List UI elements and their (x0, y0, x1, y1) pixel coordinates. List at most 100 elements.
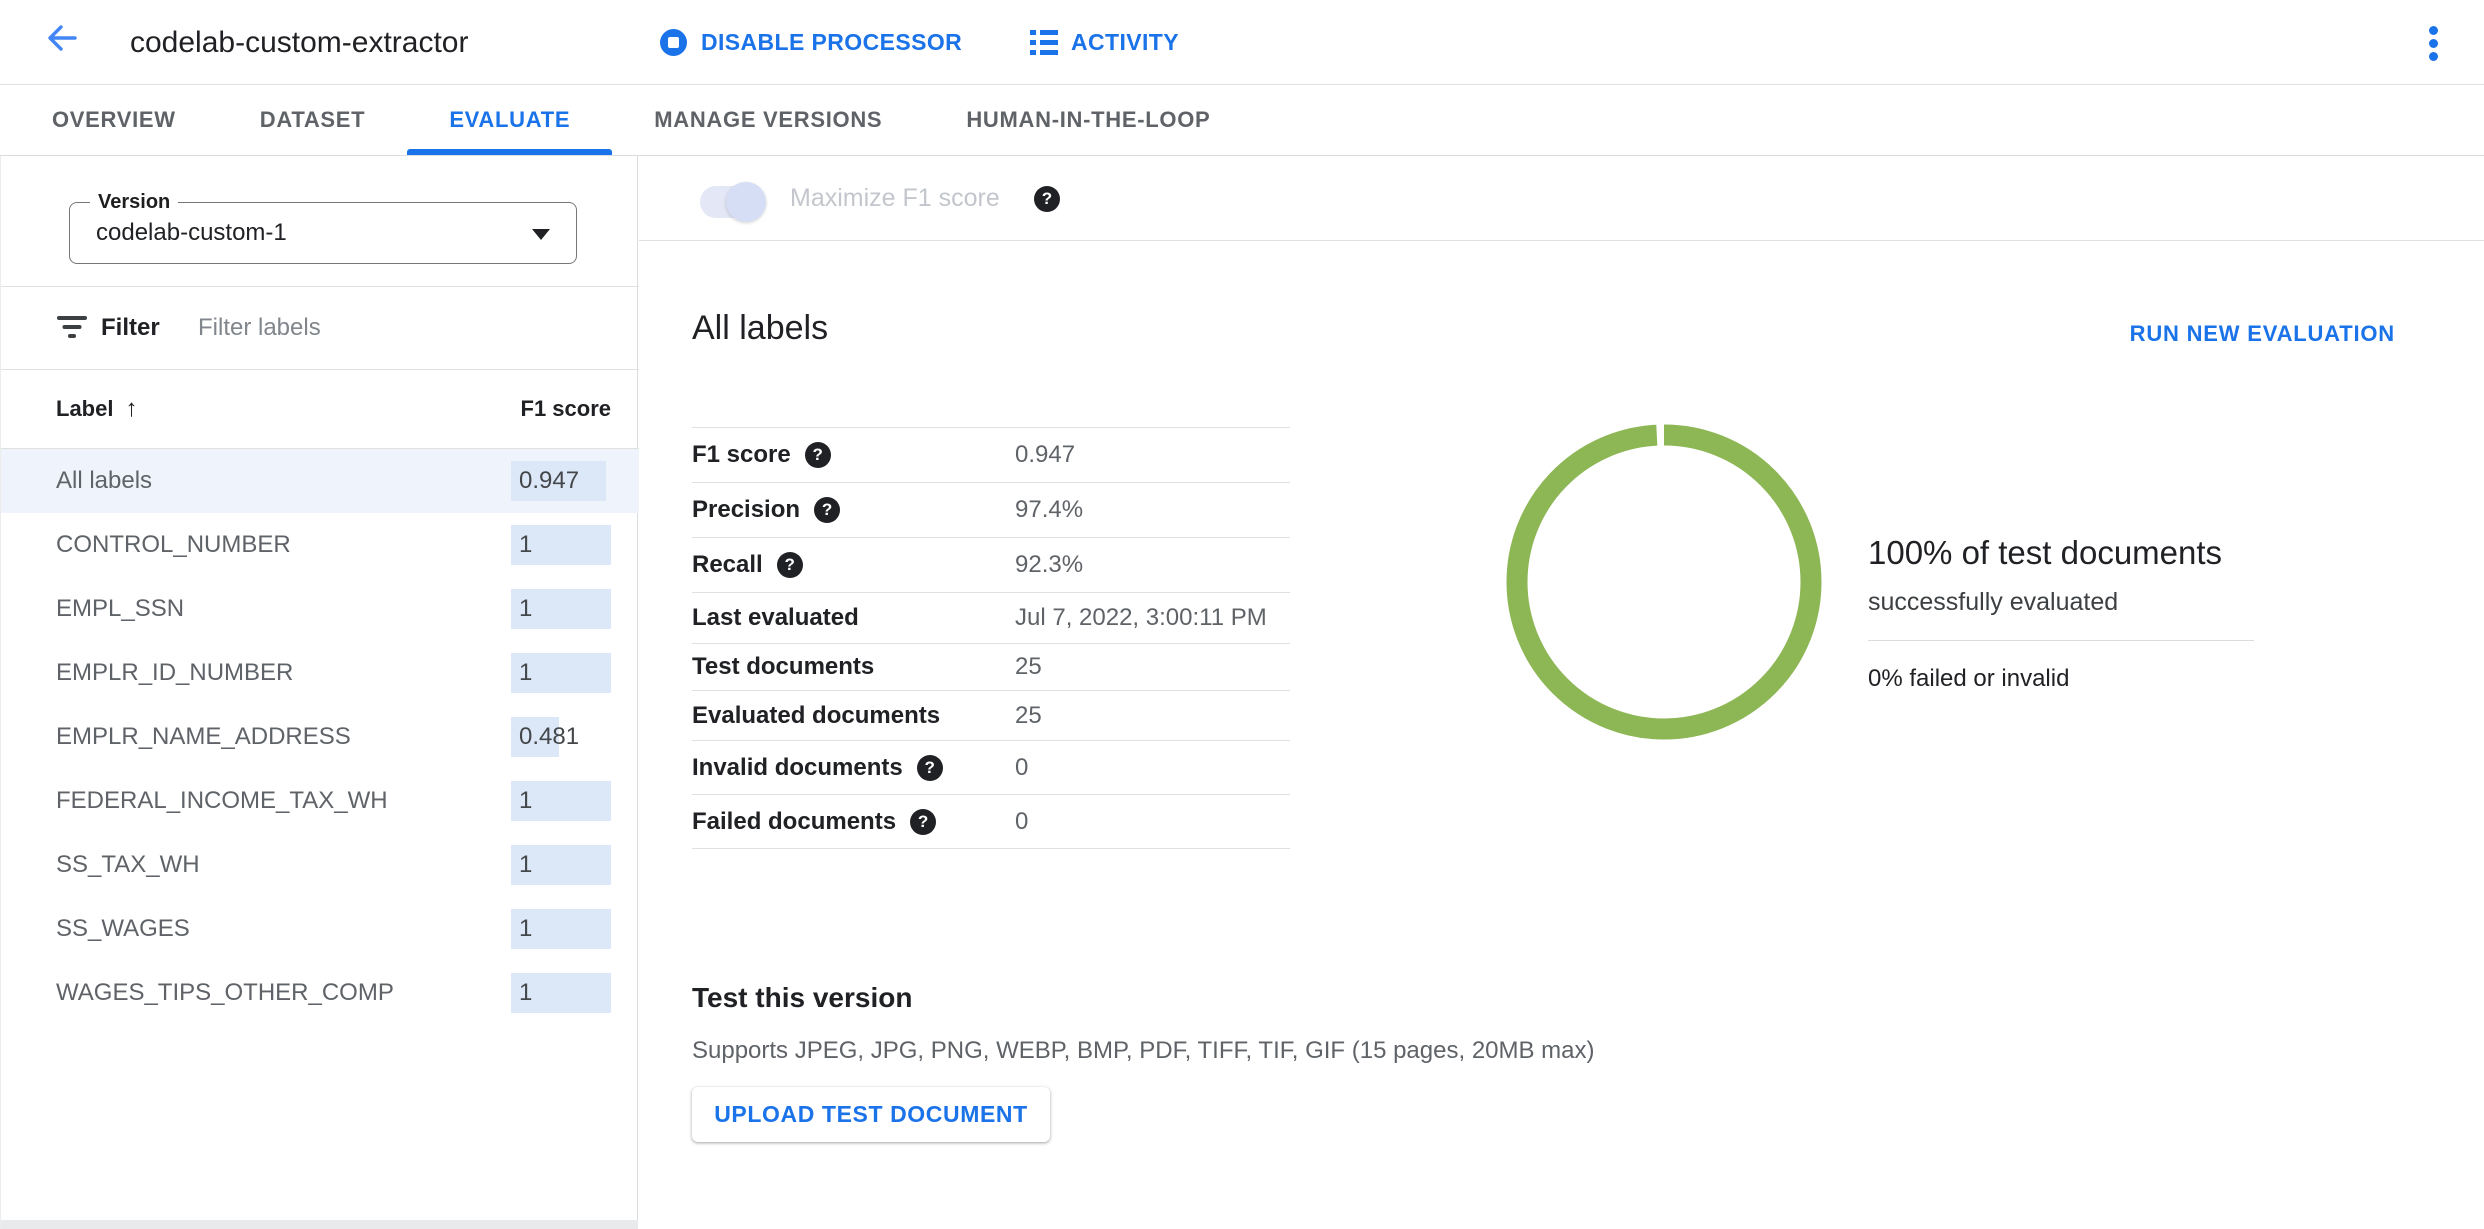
row-label: FEDERAL_INCOME_TAX_WH (56, 787, 388, 814)
disable-processor-button[interactable]: DISABLE PROCESSOR (660, 0, 962, 85)
metric-row: Last evaluated? Jul 7, 2022, 3:00:11 PM (692, 592, 1290, 643)
f1-score-value: 1 (519, 531, 533, 558)
more-options-kebab-icon[interactable] (2424, 18, 2442, 68)
table-row[interactable]: SS_TAX_WH 1 (1, 833, 639, 897)
donut-headline: 100% of test documents (1868, 534, 2223, 571)
version-select-value: codelab-custom-1 (96, 219, 287, 246)
table-row[interactable]: CONTROL_NUMBER 1 (1, 513, 639, 577)
table-row[interactable]: EMPL_SSN 1 (1, 577, 639, 641)
row-label: WAGES_TIPS_OTHER_COMP (56, 979, 394, 1006)
caret-down-icon (532, 229, 550, 240)
f1-score-bar (511, 973, 611, 1013)
metric-label: Evaluated documents (692, 701, 941, 729)
sort-ascending-icon: ↑ (125, 395, 138, 422)
help-icon[interactable]: ? (910, 808, 937, 835)
back-arrow-icon[interactable] (44, 20, 80, 56)
metric-value: Jul 7, 2022, 3:00:11 PM (1015, 604, 1267, 631)
metric-value: 97.4% (1015, 496, 1084, 523)
table-row[interactable]: EMPLR_NAME_ADDRESS 0.481 (1, 705, 639, 769)
metric-label: Test documents (692, 653, 875, 680)
help-icon[interactable]: ? (814, 497, 841, 523)
metric-row: Evaluated documents? 25 (692, 690, 1290, 740)
f1-score-bar (511, 653, 611, 693)
activity-button[interactable]: ACTIVITY (1030, 0, 1179, 85)
donut-subline: successfully evaluated (1868, 588, 2119, 616)
toggle-knob (726, 182, 766, 222)
label-table-header: Label ↑ F1 score (1, 369, 639, 448)
f1-score-bar (511, 781, 611, 821)
metric-row: Invalid documents? 0 (692, 740, 1290, 794)
row-label: EMPLR_NAME_ADDRESS (56, 723, 351, 750)
table-row[interactable]: All labels 0.947 (1, 449, 639, 513)
tab-manage-versions[interactable]: MANAGE VERSIONS (654, 107, 883, 132)
version-select[interactable]: Version codelab-custom-1 (69, 191, 577, 264)
label-table-body: All labels 0.947 CONTROL_NUMBER 1 EMPL_S… (1, 449, 639, 1025)
table-row[interactable]: SS_WAGES 1 (1, 897, 639, 961)
tab-bar: OVERVIEW DATASET EVALUATE MANAGE VERSION… (0, 85, 2484, 156)
f1-score-value: 1 (519, 659, 533, 686)
divider (1868, 640, 2254, 641)
metric-label: Recall (692, 551, 763, 578)
maximize-f1-toggle[interactable] (700, 182, 766, 222)
f1-score-bar (511, 717, 559, 757)
row-label: SS_WAGES (56, 915, 190, 942)
divider (1, 448, 639, 449)
f1-score-value: 1 (519, 851, 533, 878)
row-label: EMPLR_ID_NUMBER (56, 659, 294, 686)
metric-value: 92.3% (1015, 551, 1084, 578)
metric-value: 0.947 (1015, 441, 1076, 468)
filter-icon (57, 314, 87, 340)
f1-score-value: 0.947 (519, 467, 580, 494)
filter-labels-input[interactable]: Filter Filter labels (1, 286, 639, 369)
success-donut-chart (1506, 424, 1822, 740)
table-row[interactable]: EMPLR_ID_NUMBER 1 (1, 641, 639, 705)
activity-label: ACTIVITY (1071, 29, 1179, 55)
metric-row: Precision? 97.4% (692, 482, 1290, 537)
table-row[interactable]: WAGES_TIPS_OTHER_COMP 1 (1, 961, 639, 1025)
f1-score-bar (511, 461, 606, 501)
donut-failed-line: 0% failed or invalid (1868, 665, 2070, 692)
metric-row: F1 score? 0.947 (692, 427, 1290, 482)
tab-evaluate[interactable]: EVALUATE (407, 85, 613, 155)
metric-value: 25 (1015, 653, 1042, 680)
disable-processor-label: DISABLE PROCESSOR (701, 29, 963, 55)
filter-label: Filter (101, 314, 160, 341)
test-this-version-title: Test this version (692, 982, 913, 1013)
f1-score-bar (511, 909, 611, 949)
horizontal-scrollbar[interactable] (1, 1220, 638, 1229)
row-label: CONTROL_NUMBER (56, 531, 291, 558)
f1-score-bar (511, 525, 611, 565)
metric-label: Precision (692, 496, 801, 523)
tab-overview[interactable]: OVERVIEW (52, 107, 176, 132)
divider (639, 240, 2484, 241)
f1-score-column-header: F1 score (520, 396, 612, 421)
f1-score-value: 1 (519, 787, 533, 814)
help-icon[interactable]: ? (804, 442, 831, 468)
help-icon[interactable]: ? (776, 552, 803, 578)
help-icon[interactable]: ? (916, 754, 943, 781)
metrics-table: F1 score? 0.947 Precision? 97.4% Recall?… (692, 427, 1290, 849)
filter-placeholder: Filter labels (198, 314, 321, 341)
metric-label: Failed documents (692, 807, 897, 835)
metric-value: 0 (1015, 753, 1029, 781)
page-title: codelab-custom-extractor (130, 26, 469, 59)
row-label: All labels (56, 467, 153, 494)
table-row[interactable]: FEDERAL_INCOME_TAX_WH 1 (1, 769, 639, 833)
label-column-header[interactable]: Label ↑ (56, 395, 138, 422)
metric-row: Test documents? 25 (692, 643, 1290, 690)
tab-dataset[interactable]: DATASET (259, 107, 366, 132)
row-label: SS_TAX_WH (56, 851, 200, 878)
metric-value: 25 (1015, 701, 1042, 729)
upload-test-document-button[interactable]: UPLOAD TEST DOCUMENT (692, 1087, 1050, 1142)
app-header: codelab-custom-extractor DISABLE PROCESS… (0, 0, 2484, 85)
supported-formats-text: Supports JPEG, JPG, PNG, WEBP, BMP, PDF,… (692, 1037, 1595, 1064)
row-label: EMPL_SSN (56, 595, 185, 622)
f1-score-value: 1 (519, 595, 533, 622)
f1-score-value: 1 (519, 979, 533, 1006)
divider (1, 286, 639, 287)
help-icon[interactable]: ? (1034, 186, 1060, 212)
run-new-evaluation-button[interactable]: RUN NEW EVALUATION (2129, 321, 2395, 346)
maximize-f1-label: Maximize F1 score (790, 184, 1000, 212)
tab-human-in-the-loop[interactable]: HUMAN-IN-THE-LOOP (966, 107, 1211, 132)
f1-score-value: 0.481 (519, 723, 580, 750)
